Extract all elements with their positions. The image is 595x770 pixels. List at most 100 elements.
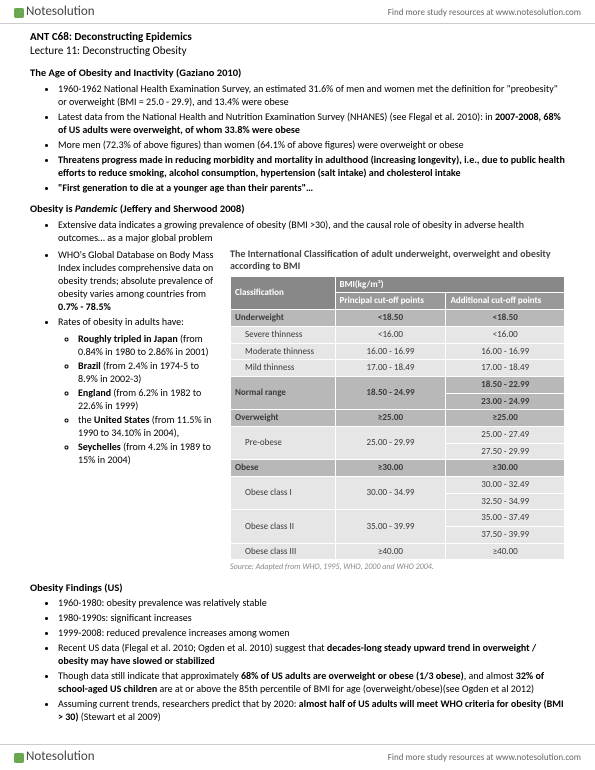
- sub-item: the United States (from 11.5% in 1990 to…: [78, 413, 220, 439]
- age-bullet: More men (72.3% of above figures) than w…: [58, 138, 565, 151]
- section-heading-findings: Obesity Findings (US): [30, 581, 565, 595]
- cell: 25.00 - 27.49: [446, 426, 565, 443]
- header-bar: Notesolution Find more study resources a…: [0, 0, 595, 24]
- age-bullet: "First generation to die at a younger ag…: [58, 181, 565, 194]
- cell: <16.00: [335, 326, 446, 343]
- text-bold: "First generation to die at a younger ag…: [58, 181, 313, 194]
- text-bold: United States: [94, 413, 150, 426]
- table-row: Obese class I30.00 - 34.9930.00 - 32.49: [231, 477, 565, 494]
- cell: 16.00 - 16.99: [446, 343, 565, 360]
- cell: ≥40.00: [335, 543, 446, 560]
- th-principal: Principal cut-off points: [335, 293, 446, 310]
- table-source: Source: Adapted from WHO, 1995, WHO, 200…: [230, 562, 565, 572]
- age-bullet: 1960-1962 National Health Examination Su…: [58, 82, 565, 108]
- cell: Overweight: [231, 410, 336, 427]
- text: the: [78, 413, 94, 426]
- age-bullet: Threatens progress made in reducing morb…: [58, 153, 565, 179]
- table-row: Severe thinness<16.00<16.00: [231, 326, 565, 343]
- footer-bar: Notesolution Find more study resources a…: [0, 744, 595, 770]
- lecture-title: Lecture 11: Deconstructing Obesity: [30, 44, 565, 58]
- text: (Jeffery and Sherwood 2008): [118, 202, 245, 215]
- cell: Moderate thinness: [231, 343, 336, 360]
- sub-item: Seychelles (from 4.2% in 1989 to 15% in …: [78, 440, 220, 466]
- section-heading-pandemic: Obesity is Pandemic (Jeffery and Sherwoo…: [30, 202, 565, 216]
- two-column-region: WHO's Global Database on Body Mass Index…: [30, 248, 565, 573]
- cell: Normal range: [231, 376, 336, 409]
- cell: 32.50 - 34.99: [446, 493, 565, 510]
- cell: 35.00 - 39.99: [335, 510, 446, 543]
- cell: ≥30.00: [335, 460, 446, 477]
- cell: Mild thinness: [231, 360, 336, 377]
- cell: 30.00 - 34.99: [335, 477, 446, 510]
- sub-item: Brazil (from 2.4% in 1974-5 to 8.9% in 2…: [78, 359, 220, 385]
- age-bullet: Latest data from the National Health and…: [58, 110, 565, 136]
- cell: <18.50: [446, 310, 565, 327]
- text-italic: Pandemic: [75, 202, 118, 215]
- table-row: Underweight<18.50<18.50: [231, 310, 565, 327]
- logo-icon: [14, 753, 24, 763]
- cell: Obese: [231, 460, 336, 477]
- findings-bullet: Though data still indicate that approxim…: [58, 669, 565, 695]
- cell: <18.50: [335, 310, 446, 327]
- cell: 23.00 - 24.99: [446, 393, 565, 410]
- text: Latest data from the National Health and…: [58, 110, 495, 123]
- cell: 17.00 - 18.49: [335, 360, 446, 377]
- findings-bullet-list: 1960-1980: obesity prevalence was relati…: [58, 596, 565, 723]
- text: are at or above the 85th percentile of B…: [157, 682, 534, 695]
- section-heading-age: The Age of Obesity and Inactivity (Gazia…: [30, 66, 565, 80]
- logo-text: Notesolution: [26, 4, 95, 19]
- cell: Obese class II: [231, 510, 336, 543]
- cell: ≥25.00: [335, 410, 446, 427]
- text: Though data still indicate that approxim…: [58, 669, 241, 682]
- cell: 30.00 - 32.49: [446, 477, 565, 494]
- cell: Obese class I: [231, 477, 336, 510]
- text-bold: Brazil: [78, 359, 101, 372]
- text-bold: 0.7% - 78.5%: [58, 300, 111, 313]
- findings-bullet: Assuming current trends, researchers pre…: [58, 697, 565, 723]
- sub-item: England (from 6.2% in 1982 to 22.6% in 1…: [78, 386, 220, 412]
- table-row: Mild thinness17.00 - 18.4917.00 - 18.49: [231, 360, 565, 377]
- text-bold: Seychelles: [78, 440, 121, 453]
- footer-logo-text: Notesolution: [26, 749, 95, 764]
- findings-bullet: Recent US data (Flegal et al. 2010; Ogde…: [58, 641, 565, 667]
- footer-logo: Notesolution: [14, 749, 95, 766]
- pandemic-bullet: WHO's Global Database on Body Mass Index…: [58, 248, 220, 313]
- cell: Underweight: [231, 310, 336, 327]
- cell: 16.00 - 16.99: [335, 343, 446, 360]
- cell: 37.50 - 39.99: [446, 527, 565, 544]
- right-column: The International Classification of adul…: [230, 248, 565, 573]
- page-content: ANT C68: Deconstructing Epidemics Lectur…: [0, 24, 595, 724]
- footer-tagline: Find more study resources at www.notesol…: [388, 752, 581, 764]
- text: Recent US data (Flegal et al. 2010; Ogde…: [58, 641, 327, 654]
- cell: 18.50 - 22.99: [446, 376, 565, 393]
- logo-icon: [14, 8, 24, 18]
- table-row: Obese class III≥40.00≥40.00: [231, 543, 565, 560]
- pandemic-bullet-list: WHO's Global Database on Body Mass Index…: [58, 248, 220, 328]
- th-classification: Classification: [231, 276, 336, 309]
- bmi-table-title: The International Classification of adul…: [230, 248, 565, 272]
- cell: 25.00 - 29.99: [335, 426, 446, 459]
- text-bold: England: [78, 386, 111, 399]
- header-tagline: Find more study resources at www.notesol…: [388, 7, 581, 19]
- th-additional: Additional cut-off points: [446, 293, 565, 310]
- cell: ≥40.00: [446, 543, 565, 560]
- cell: 27.50 - 29.99: [446, 443, 565, 460]
- cell: Obese class III: [231, 543, 336, 560]
- cell: ≥25.00: [446, 410, 565, 427]
- pandemic-bullet: Extensive data indicates a growing preva…: [58, 218, 565, 244]
- course-title: ANT C68: Deconstructing Epidemics: [30, 30, 565, 44]
- table-row: Moderate thinness16.00 - 16.9916.00 - 16…: [231, 343, 565, 360]
- text: , and almost: [464, 669, 516, 682]
- age-bullet-list: 1960-1962 National Health Examination Su…: [58, 82, 565, 194]
- text: Assuming current trends, researchers pre…: [58, 697, 299, 710]
- text: Obesity is: [30, 202, 75, 215]
- text-bold: 68% of US adults are overweight or obese…: [241, 669, 464, 682]
- sub-item: Roughly tripled in Japan (from 0.84% in …: [78, 332, 220, 358]
- text: (Stewart et al 2009): [79, 710, 161, 723]
- th-bmi: BMI(kg/m²): [335, 276, 564, 293]
- pandemic-bullet: Rates of obesity in adults have:: [58, 315, 220, 328]
- table-row: Overweight≥25.00≥25.00: [231, 410, 565, 427]
- text: 1960-1962 National Health Examination Su…: [58, 82, 558, 108]
- pandemic-bullet-top: Extensive data indicates a growing preva…: [58, 218, 565, 244]
- left-column: WHO's Global Database on Body Mass Index…: [30, 248, 220, 467]
